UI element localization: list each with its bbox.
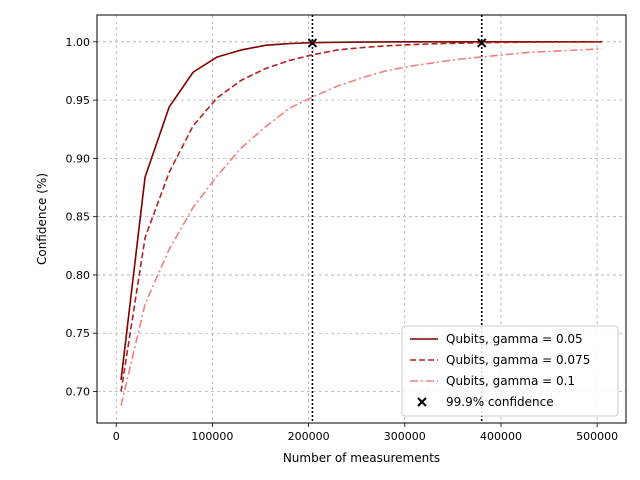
x-tick-label: 400000: [480, 430, 522, 443]
series-line-2: [120, 41, 602, 392]
x-tick-label: 0: [113, 430, 120, 443]
legend-box: [401, 325, 619, 417]
confidence-marker: [477, 38, 487, 48]
legend-label: Qubits, gamma = 0.1: [446, 374, 575, 388]
x-tick-label: 500000: [576, 430, 618, 443]
y-tick-label: 0.85: [66, 211, 91, 224]
x-tick-label: 300000: [384, 430, 426, 443]
legend-marker-swatch: [417, 397, 427, 407]
y-tick-label: 0.70: [66, 386, 91, 399]
y-tick-label: 0.75: [66, 327, 91, 340]
confidence-markers: [307, 38, 487, 48]
confidence-marker: [307, 38, 318, 48]
legend-label: Qubits, gamma = 0.05: [446, 332, 583, 346]
x-axis-label: Number of measurements: [283, 451, 440, 465]
legend-label: 99.9% confidence: [446, 395, 554, 409]
y-axis: 0.70 0.75 0.80 0.85 0.90 0.95 1.00: [66, 36, 97, 399]
plot-frame: [96, 14, 627, 424]
y-tick-label: 0.90: [66, 152, 91, 165]
y-tick-label: 0.80: [66, 269, 91, 282]
legend-label: Qubits, gamma = 0.075: [446, 353, 590, 367]
series-lines: [120, 41, 602, 406]
x-axis: 0 100000 200000 300000 400000 500000: [113, 423, 618, 443]
y-tick-label: 0.95: [66, 94, 91, 107]
series-line-3: [120, 48, 602, 406]
x-tick-label: 200000: [288, 430, 330, 443]
x-tick-label: 100000: [191, 430, 233, 443]
legend: Qubits, gamma = 0.05 Qubits, gamma = 0.07…: [401, 325, 619, 417]
y-tick-label: 1.00: [66, 36, 91, 49]
y-axis-label: Confidence (%): [35, 173, 49, 265]
